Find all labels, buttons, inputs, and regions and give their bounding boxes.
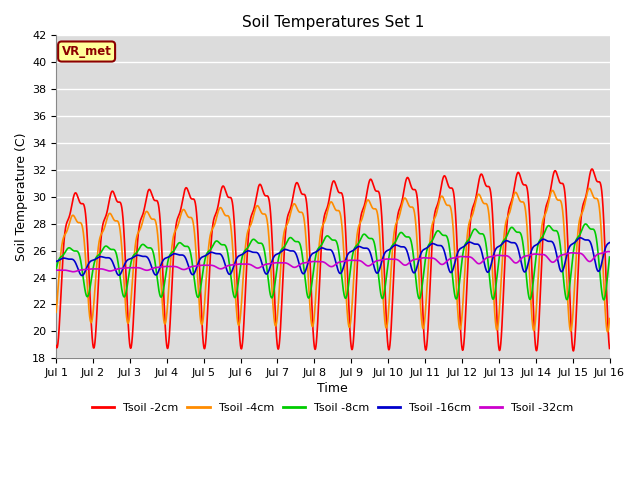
Tsoil -4cm — [586, 186, 593, 192]
Tsoil -8cm — [605, 254, 613, 260]
Tsoil -8cm — [582, 221, 589, 227]
Tsoil -32cm — [605, 249, 613, 254]
Tsoil -16cm — [241, 250, 248, 256]
Tsoil -32cm — [457, 253, 465, 259]
Tsoil -4cm — [52, 310, 60, 315]
Tsoil -16cm — [314, 247, 322, 253]
Text: VR_met: VR_met — [61, 45, 111, 58]
Tsoil -4cm — [240, 260, 248, 265]
Tsoil -2cm — [605, 346, 613, 351]
Tsoil -8cm — [240, 249, 248, 254]
Tsoil -8cm — [582, 221, 590, 227]
Tsoil -4cm — [575, 218, 583, 224]
Tsoil -8cm — [52, 267, 60, 273]
Tsoil -16cm — [78, 273, 86, 278]
Tsoil -16cm — [457, 245, 465, 251]
Title: Soil Temperatures Set 1: Soil Temperatures Set 1 — [242, 15, 424, 30]
Tsoil -4cm — [457, 325, 465, 331]
Tsoil -16cm — [582, 237, 590, 243]
Tsoil -8cm — [314, 246, 322, 252]
Tsoil -2cm — [575, 240, 583, 246]
Tsoil -2cm — [582, 192, 590, 197]
Line: Tsoil -32cm: Tsoil -32cm — [56, 252, 609, 272]
Tsoil -16cm — [472, 241, 480, 247]
Line: Tsoil -8cm: Tsoil -8cm — [56, 224, 609, 300]
Tsoil -16cm — [575, 235, 583, 241]
X-axis label: Time: Time — [317, 382, 348, 395]
Tsoil -2cm — [52, 343, 60, 348]
Tsoil -2cm — [240, 315, 248, 321]
Tsoil -32cm — [241, 261, 248, 267]
Tsoil -2cm — [588, 166, 596, 172]
Tsoil -32cm — [52, 267, 60, 273]
Tsoil -8cm — [575, 233, 583, 239]
Tsoil -4cm — [582, 194, 590, 200]
Tsoil -2cm — [457, 328, 465, 334]
Line: Tsoil -2cm: Tsoil -2cm — [56, 169, 609, 351]
Tsoil -2cm — [314, 313, 322, 319]
Tsoil -16cm — [577, 235, 584, 240]
Tsoil -32cm — [605, 249, 612, 254]
Line: Tsoil -16cm: Tsoil -16cm — [56, 238, 609, 276]
Y-axis label: Soil Temperature (C): Soil Temperature (C) — [15, 132, 28, 261]
Tsoil -4cm — [472, 197, 480, 203]
Tsoil -32cm — [472, 259, 480, 265]
Line: Tsoil -4cm: Tsoil -4cm — [56, 189, 609, 332]
Tsoil -2cm — [570, 348, 577, 354]
Tsoil -4cm — [605, 316, 613, 322]
Tsoil -32cm — [69, 269, 77, 275]
Tsoil -32cm — [314, 259, 322, 264]
Tsoil -8cm — [600, 297, 607, 303]
Tsoil -16cm — [52, 259, 60, 264]
Tsoil -32cm — [582, 256, 590, 262]
Tsoil -8cm — [472, 227, 480, 233]
Tsoil -4cm — [314, 257, 322, 263]
Tsoil -2cm — [472, 193, 480, 199]
Tsoil -32cm — [575, 251, 583, 256]
Tsoil -16cm — [605, 240, 613, 246]
Tsoil -4cm — [604, 329, 611, 335]
Legend: Tsoil -2cm, Tsoil -4cm, Tsoil -8cm, Tsoil -16cm, Tsoil -32cm: Tsoil -2cm, Tsoil -4cm, Tsoil -8cm, Tsoi… — [88, 398, 578, 417]
Tsoil -8cm — [457, 269, 465, 275]
